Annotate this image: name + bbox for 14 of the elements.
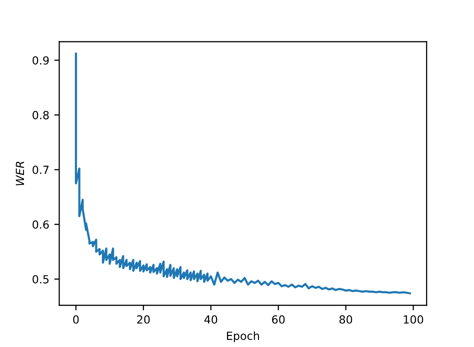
line-series [74, 52, 411, 294]
x-tick-label: 0 [73, 315, 79, 324]
y-axis-title: WER [16, 162, 24, 186]
y-tick-label: 0.9 [32, 56, 49, 65]
y-tick-label: 0.7 [32, 166, 49, 174]
y-tick-label: 0.8 [32, 110, 49, 120]
x-tick-label: 40 [204, 315, 218, 324]
x-tick-label: 20 [137, 315, 150, 324]
x-tick-label: 80 [339, 315, 352, 324]
y-tick-label: 0.5 [32, 275, 49, 284]
x-tick-label: 100 [404, 315, 424, 324]
y-tick-label: 0.6 [32, 220, 49, 229]
x-axis-title: Epoch [227, 331, 259, 342]
x-tick-label: 60 [272, 315, 285, 324]
